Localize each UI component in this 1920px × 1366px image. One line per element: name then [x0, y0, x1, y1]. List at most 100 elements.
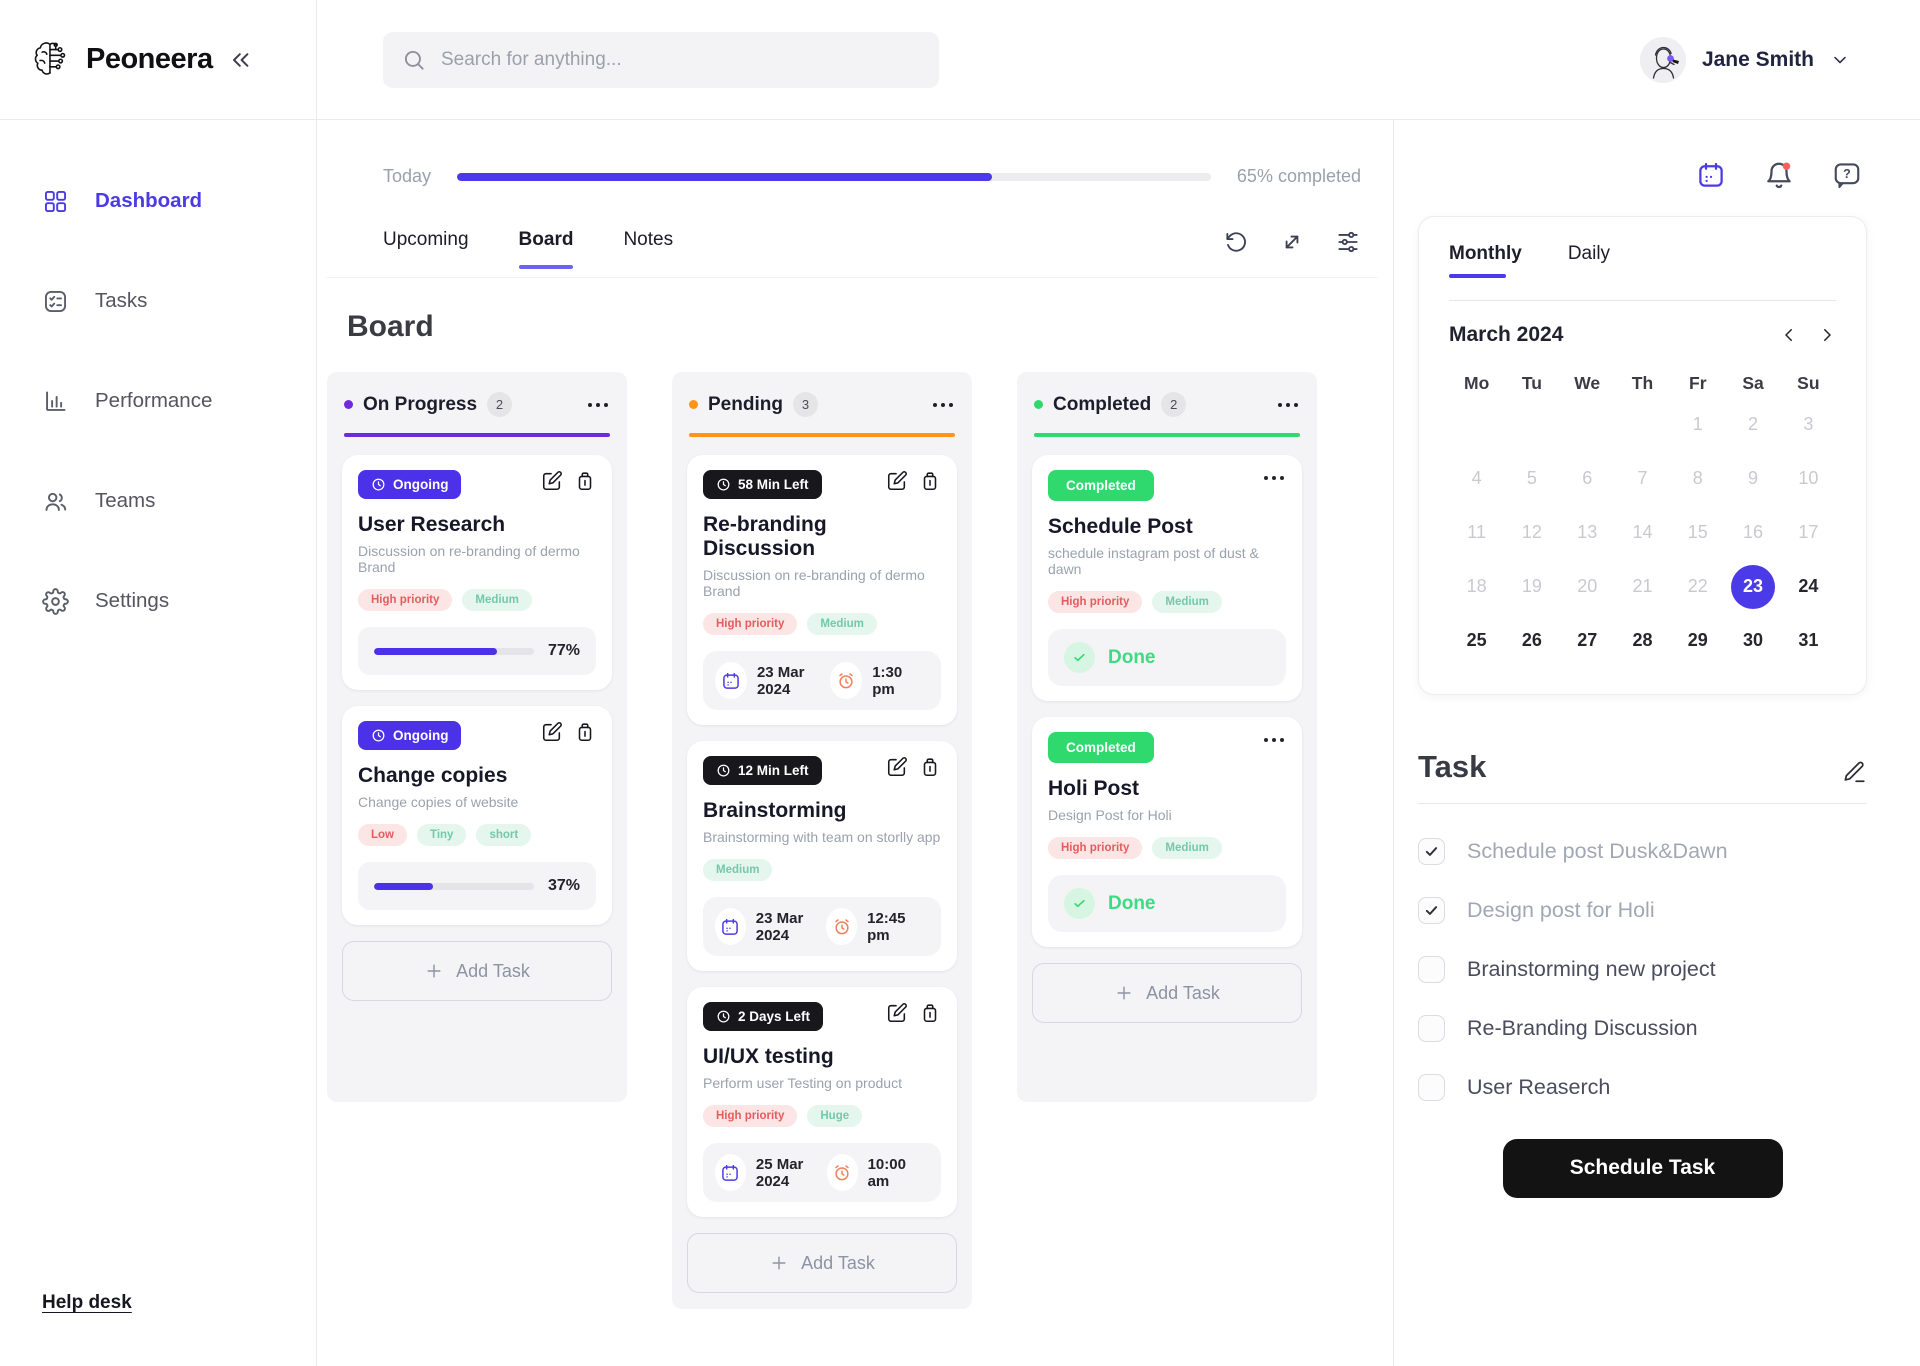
card-status-badge: 58 Min Left — [703, 470, 822, 499]
calendar-day-27[interactable]: 27 — [1577, 630, 1598, 650]
calendar-day-17[interactable]: 17 — [1798, 522, 1819, 542]
app-name: Peoneera — [86, 43, 213, 75]
calendar-day-22[interactable]: 22 — [1687, 576, 1708, 596]
calendar-icon[interactable] — [1696, 160, 1726, 190]
calendar-day-3[interactable]: 3 — [1803, 414, 1814, 434]
tab-upcoming[interactable]: Upcoming — [383, 229, 469, 255]
task-card[interactable]: Completed Holi Post Design Post for Holi… — [1032, 717, 1302, 947]
calendar-day-13[interactable]: 13 — [1577, 522, 1598, 542]
calendar-day-15[interactable]: 15 — [1687, 522, 1708, 542]
checklist-item[interactable]: Schedule post Dusk&Dawn — [1418, 837, 1867, 865]
trash-icon[interactable] — [919, 470, 941, 492]
tabs-divider — [327, 277, 1377, 278]
edit-icon[interactable] — [541, 470, 563, 492]
add-task-button[interactable]: Add Task — [1032, 963, 1302, 1023]
checkbox[interactable] — [1418, 1014, 1445, 1042]
sidebar-item-tasks[interactable]: Tasks — [0, 276, 316, 326]
tab-notes[interactable]: Notes — [623, 229, 673, 255]
sidebar-collapse-icon[interactable] — [227, 46, 255, 74]
column-menu-icon[interactable] — [586, 397, 610, 413]
column-header: Pending 3 — [687, 388, 957, 421]
task-card[interactable]: Completed Schedule Post schedule instagr… — [1032, 455, 1302, 701]
calendar-day-9[interactable]: 9 — [1748, 468, 1759, 488]
checklist-item[interactable]: Re-Branding Discussion — [1418, 1014, 1867, 1042]
calendar-day-21[interactable]: 21 — [1632, 576, 1653, 596]
calendar-day-18[interactable]: 18 — [1466, 576, 1487, 596]
sidebar-item-teams[interactable]: Teams — [0, 476, 316, 526]
edit-icon[interactable] — [886, 1002, 908, 1024]
chevron-left-icon[interactable] — [1780, 326, 1798, 344]
calendar-day-20[interactable]: 20 — [1577, 576, 1598, 596]
calendar-day-24[interactable]: 24 — [1798, 576, 1819, 596]
card-title: Schedule Post — [1048, 515, 1193, 538]
edit-icon[interactable] — [886, 470, 908, 492]
search-box[interactable] — [383, 31, 939, 88]
checkbox[interactable] — [1418, 955, 1445, 983]
checkbox[interactable] — [1418, 1073, 1445, 1101]
calendar-day-19[interactable]: 19 — [1521, 576, 1542, 596]
task-card[interactable]: 12 Min Left Brai — [687, 741, 957, 971]
checkbox[interactable] — [1418, 896, 1445, 924]
calendar-day-26[interactable]: 26 — [1521, 630, 1542, 650]
calendar-day-28[interactable]: 28 — [1632, 630, 1653, 650]
weekday-label: Th — [1631, 372, 1654, 393]
sidebar-item-dashboard[interactable]: Dashboard — [0, 176, 316, 226]
search-input[interactable] — [441, 48, 921, 71]
calendar-day-25[interactable]: 25 — [1466, 630, 1487, 650]
card-done-label: Done — [1108, 646, 1156, 668]
trash-icon[interactable] — [919, 756, 941, 778]
calendar-day-14[interactable]: 14 — [1632, 522, 1653, 542]
calendar-day-30[interactable]: 30 — [1743, 630, 1764, 650]
calendar-day-5[interactable]: 5 — [1526, 468, 1537, 488]
calendar-day-6[interactable]: 6 — [1582, 468, 1593, 488]
help-icon[interactable]: ? — [1832, 160, 1862, 190]
trash-icon[interactable] — [919, 1002, 941, 1024]
column-menu-icon[interactable] — [1276, 397, 1300, 413]
trash-icon[interactable] — [574, 470, 596, 492]
calendar-day-1[interactable]: 1 — [1692, 414, 1703, 434]
schedule-task-button[interactable]: Schedule Task — [1502, 1138, 1783, 1198]
calendar-day-31[interactable]: 31 — [1798, 630, 1819, 650]
checklist-item[interactable]: User Reaserch — [1418, 1073, 1867, 1101]
notifications-bell-icon[interactable] — [1764, 160, 1794, 190]
task-card[interactable]: 2 Days Left UI/U — [687, 987, 957, 1217]
calendar-day-11[interactable]: 11 — [1467, 522, 1486, 542]
refresh-icon[interactable] — [1223, 229, 1249, 255]
calendar-day-16[interactable]: 16 — [1743, 522, 1764, 542]
edit-icon[interactable] — [541, 721, 563, 743]
sidebar-item-performance[interactable]: Performance — [0, 376, 316, 426]
card-time-text: 12:45 pm — [867, 909, 906, 944]
card-subtitle: schedule instagram post of dust & dawn — [1048, 545, 1259, 577]
task-card[interactable]: 58 Min Left Re-b — [687, 455, 957, 725]
calendar-day-2[interactable]: 2 — [1748, 414, 1759, 434]
calendar-day-10[interactable]: 10 — [1798, 468, 1819, 488]
expand-icon[interactable] — [1279, 229, 1305, 255]
user-menu[interactable]: Jane Smith — [1639, 36, 1850, 83]
sidebar-item-settings[interactable]: Settings — [0, 576, 316, 626]
checklist-item[interactable]: Design post for Holi — [1418, 896, 1867, 924]
checkbox[interactable] — [1418, 837, 1445, 865]
column-menu-icon[interactable] — [931, 397, 955, 413]
filter-sliders-icon[interactable] — [1335, 229, 1361, 255]
calendar-tab-daily[interactable]: Daily — [1568, 243, 1610, 278]
calendar-day-23[interactable]: 23 — [1725, 564, 1780, 610]
calendar-day-12[interactable]: 12 — [1521, 522, 1542, 542]
pencil-icon[interactable] — [1841, 759, 1867, 785]
calendar-day-7[interactable]: 7 — [1637, 468, 1648, 488]
card-menu-icon[interactable] — [1262, 732, 1286, 748]
tab-board[interactable]: Board — [518, 229, 574, 269]
help-desk-link[interactable]: Help desk — [42, 1292, 132, 1313]
task-card[interactable]: Ongoing User Res — [342, 455, 612, 690]
calendar-day-8[interactable]: 8 — [1692, 468, 1703, 488]
trash-icon[interactable] — [574, 721, 596, 743]
calendar-day-4[interactable]: 4 — [1471, 468, 1482, 488]
add-task-button[interactable]: Add Task — [342, 941, 612, 1001]
card-menu-icon[interactable] — [1262, 470, 1286, 486]
calendar-tab-monthly[interactable]: Monthly — [1449, 243, 1522, 278]
chevron-right-icon[interactable] — [1818, 326, 1836, 344]
edit-icon[interactable] — [886, 756, 908, 778]
task-card[interactable]: Ongoing Change c — [342, 706, 612, 925]
calendar-day-29[interactable]: 29 — [1687, 630, 1708, 650]
add-task-button[interactable]: Add Task — [687, 1233, 957, 1293]
checklist-item[interactable]: Brainstorming new project — [1418, 955, 1867, 983]
